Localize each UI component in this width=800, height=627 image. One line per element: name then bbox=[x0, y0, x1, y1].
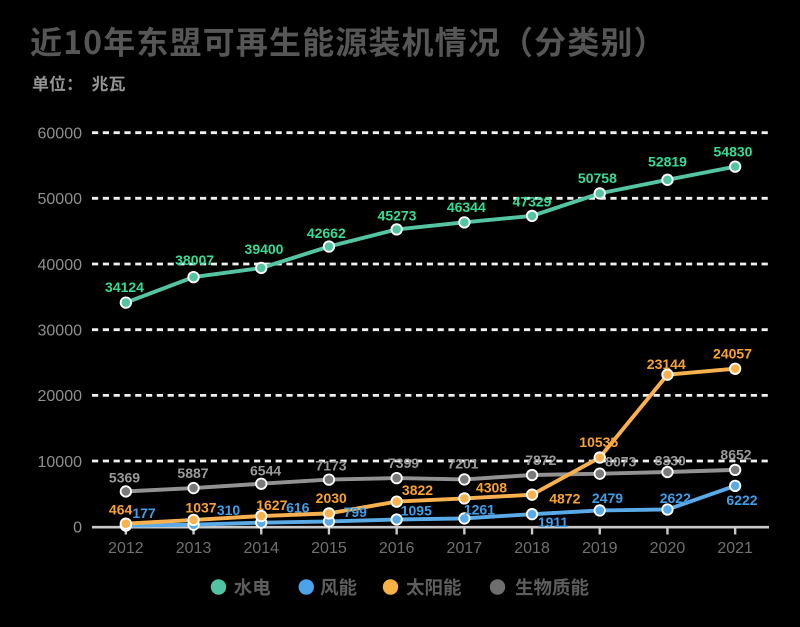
svg-text:47329: 47329 bbox=[513, 194, 552, 210]
svg-text:40000: 40000 bbox=[38, 257, 83, 274]
svg-text:8073: 8073 bbox=[605, 454, 636, 470]
svg-text:60000: 60000 bbox=[38, 126, 83, 143]
svg-text:2030: 2030 bbox=[316, 490, 347, 506]
svg-text:54830: 54830 bbox=[714, 144, 753, 160]
svg-text:2014: 2014 bbox=[243, 540, 279, 557]
svg-text:24057: 24057 bbox=[713, 345, 752, 361]
svg-text:1627: 1627 bbox=[256, 497, 287, 513]
svg-text:2019: 2019 bbox=[582, 540, 618, 557]
svg-text:2018: 2018 bbox=[514, 540, 550, 557]
svg-text:2020: 2020 bbox=[650, 540, 686, 557]
svg-text:46344: 46344 bbox=[447, 199, 486, 215]
svg-text:177: 177 bbox=[132, 505, 156, 521]
svg-text:52819: 52819 bbox=[648, 154, 687, 170]
svg-text:34124: 34124 bbox=[105, 279, 144, 295]
svg-text:1911: 1911 bbox=[538, 514, 569, 530]
svg-text:310: 310 bbox=[217, 502, 241, 518]
svg-text:616: 616 bbox=[286, 499, 310, 515]
svg-text:30000: 30000 bbox=[38, 323, 83, 340]
svg-text:50000: 50000 bbox=[38, 191, 83, 208]
svg-text:2479: 2479 bbox=[592, 490, 623, 506]
svg-text:38007: 38007 bbox=[175, 252, 214, 268]
svg-text:5369: 5369 bbox=[109, 470, 140, 486]
svg-text:1037: 1037 bbox=[185, 499, 216, 515]
svg-text:20000: 20000 bbox=[38, 388, 83, 405]
svg-text:7872: 7872 bbox=[525, 452, 556, 468]
svg-text:7399: 7399 bbox=[388, 455, 419, 471]
svg-text:1261: 1261 bbox=[464, 502, 495, 518]
svg-text:464: 464 bbox=[109, 501, 133, 517]
svg-text:7173: 7173 bbox=[315, 458, 346, 474]
svg-text:50758: 50758 bbox=[578, 170, 617, 186]
svg-text:3822: 3822 bbox=[402, 482, 433, 498]
svg-text:0: 0 bbox=[73, 520, 82, 537]
svg-text:2016: 2016 bbox=[379, 540, 415, 557]
svg-text:1095: 1095 bbox=[401, 502, 432, 518]
svg-text:2017: 2017 bbox=[447, 540, 483, 557]
svg-text:7201: 7201 bbox=[447, 455, 478, 471]
svg-text:2622: 2622 bbox=[660, 490, 691, 506]
svg-text:10000: 10000 bbox=[38, 454, 83, 471]
svg-text:6222: 6222 bbox=[726, 492, 757, 508]
svg-text:23144: 23144 bbox=[647, 356, 686, 372]
svg-text:2021: 2021 bbox=[717, 540, 753, 557]
svg-text:39400: 39400 bbox=[245, 241, 284, 257]
svg-text:42662: 42662 bbox=[307, 225, 346, 241]
svg-text:8652: 8652 bbox=[720, 447, 751, 463]
svg-text:2012: 2012 bbox=[108, 540, 144, 557]
svg-text:5887: 5887 bbox=[177, 465, 208, 481]
svg-text:799: 799 bbox=[344, 504, 368, 520]
svg-text:4872: 4872 bbox=[549, 491, 580, 507]
svg-text:6544: 6544 bbox=[250, 463, 281, 479]
svg-text:2015: 2015 bbox=[311, 540, 347, 557]
svg-text:10535: 10535 bbox=[579, 434, 618, 450]
svg-text:4308: 4308 bbox=[476, 480, 507, 496]
svg-text:2013: 2013 bbox=[176, 540, 212, 557]
svg-text:8330: 8330 bbox=[655, 452, 686, 468]
svg-text:45273: 45273 bbox=[378, 208, 417, 224]
